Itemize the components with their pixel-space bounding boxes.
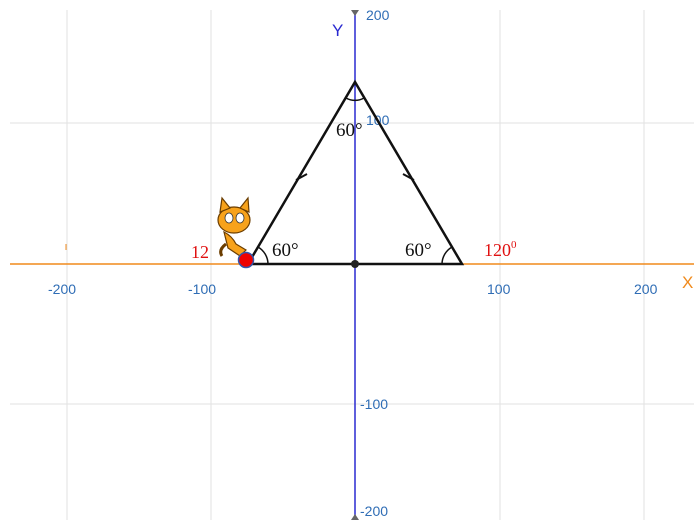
x-tick-label: 200 [634,281,658,297]
angle-arc [257,246,269,265]
x-axis-label: X [682,273,693,292]
equal-marks [295,173,415,181]
grid [10,10,694,520]
x-tick-label: 100 [487,281,511,297]
y-axis-label: Y [332,21,343,40]
angle-label: 60° [336,120,363,141]
y-tick-label: 200 [366,7,390,23]
angle-arc [345,97,365,102]
annotation-superscript: 0 [511,239,517,251]
y-tick-label: -200 [360,503,388,519]
sprite-point [237,251,255,269]
angle-label: 60° [405,240,432,261]
y-tick-label: -100 [360,396,388,412]
angle-label: 60° [272,240,299,261]
cat-sprite [217,196,251,257]
annotation-text: 120 [484,240,511,260]
origin-point [351,260,359,268]
angle-arc [441,246,453,265]
x-tick-label: -100 [188,281,216,297]
annotation: 12 [191,242,209,262]
annotation: 1200 [484,239,517,260]
x-tick-label: -200 [48,281,76,297]
